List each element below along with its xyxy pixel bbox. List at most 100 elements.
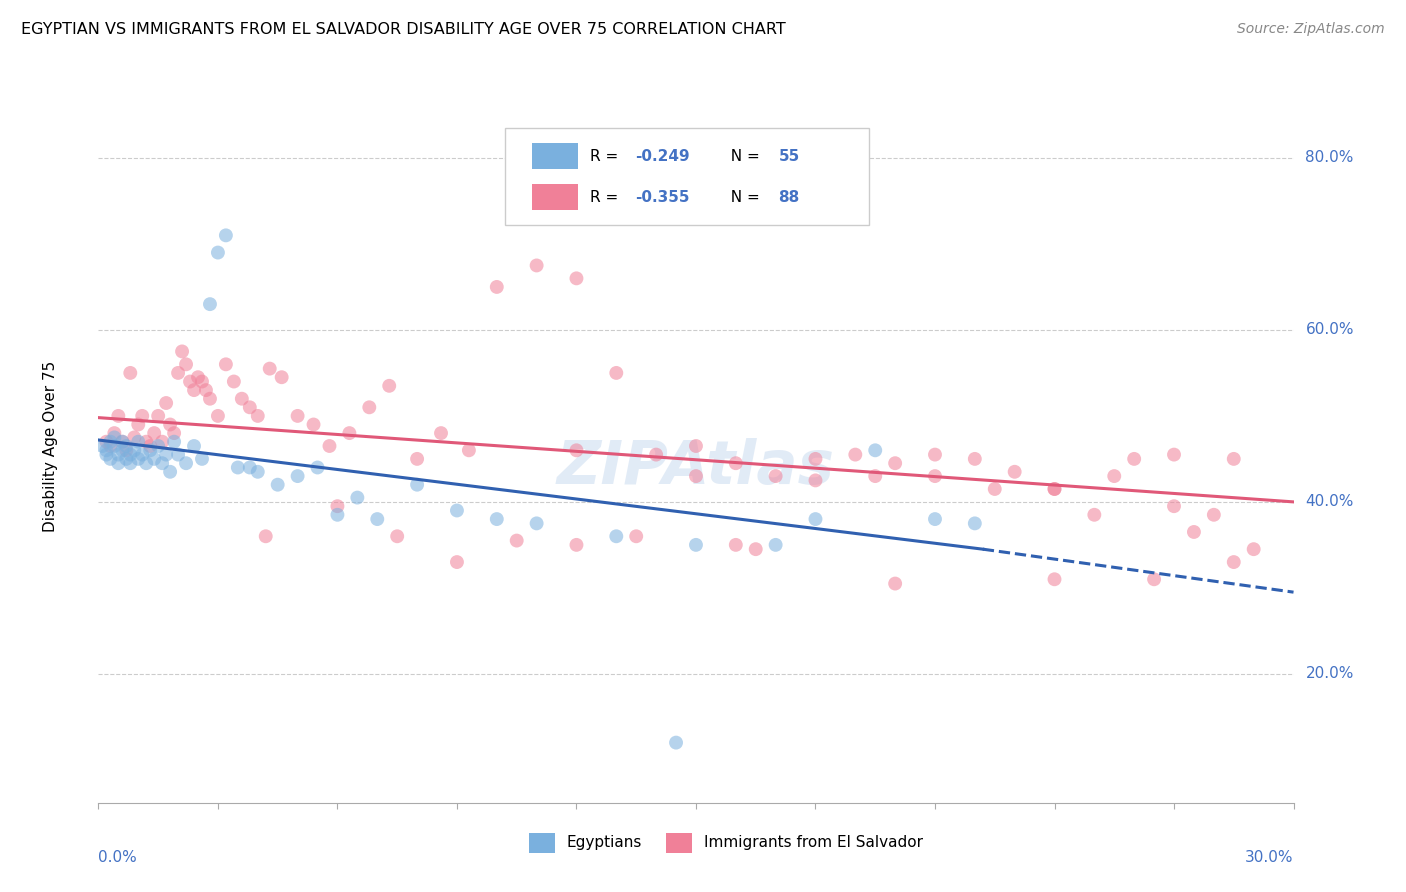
- Point: [924, 512, 946, 526]
- Point: [231, 392, 253, 406]
- Point: [1163, 499, 1185, 513]
- Point: [179, 375, 201, 389]
- Point: [131, 448, 153, 462]
- Point: [172, 344, 194, 359]
- Point: [1123, 451, 1146, 466]
- Point: [150, 434, 173, 449]
- Point: [267, 477, 290, 491]
- Point: [924, 448, 946, 462]
- Point: [96, 448, 118, 462]
- Point: [135, 456, 157, 470]
- Point: [665, 736, 688, 750]
- Point: [259, 361, 281, 376]
- Point: [120, 456, 142, 470]
- Point: [167, 448, 190, 462]
- Point: [222, 375, 245, 389]
- Point: [724, 538, 747, 552]
- Point: [191, 375, 214, 389]
- Point: [98, 451, 122, 466]
- Point: [685, 469, 707, 483]
- Point: [963, 451, 986, 466]
- Point: [339, 426, 361, 441]
- Text: N =: N =: [721, 149, 765, 163]
- Point: [406, 451, 429, 466]
- Text: R =: R =: [589, 190, 623, 204]
- Point: [1202, 508, 1225, 522]
- Point: [346, 491, 368, 505]
- Point: [446, 555, 468, 569]
- Point: [804, 451, 827, 466]
- Text: N =: N =: [721, 190, 765, 204]
- Point: [385, 529, 409, 543]
- Point: [191, 451, 214, 466]
- Text: 55: 55: [779, 149, 800, 163]
- Point: [107, 456, 129, 470]
- Point: [127, 434, 149, 449]
- Point: [143, 426, 166, 441]
- Point: [107, 448, 129, 462]
- Point: [318, 439, 340, 453]
- Point: [1043, 482, 1066, 496]
- Point: [96, 434, 118, 449]
- Text: 30.0%: 30.0%: [1246, 850, 1294, 865]
- Point: [246, 465, 269, 479]
- Point: [163, 426, 186, 441]
- Point: [198, 297, 221, 311]
- Point: [378, 379, 401, 393]
- Point: [148, 439, 170, 453]
- Point: [685, 439, 707, 453]
- Point: [174, 357, 197, 371]
- Point: [565, 271, 588, 285]
- Point: [163, 434, 186, 449]
- Point: [1004, 465, 1026, 479]
- Point: [127, 417, 149, 432]
- Point: [120, 366, 142, 380]
- Point: [865, 469, 887, 483]
- Point: [135, 434, 157, 449]
- Point: [246, 409, 269, 423]
- Point: [127, 451, 149, 466]
- Point: [307, 460, 329, 475]
- Point: [1163, 448, 1185, 462]
- Point: [287, 469, 309, 483]
- Point: [150, 456, 173, 470]
- Point: [159, 417, 181, 432]
- Point: [155, 448, 177, 462]
- Point: [195, 383, 218, 397]
- Point: [103, 426, 125, 441]
- Point: [239, 401, 262, 415]
- Point: [924, 469, 946, 483]
- Point: [326, 499, 349, 513]
- Point: [1104, 469, 1126, 483]
- Point: [458, 443, 481, 458]
- Text: -0.355: -0.355: [636, 190, 689, 204]
- Point: [745, 542, 768, 557]
- Point: [198, 392, 221, 406]
- Point: [96, 443, 118, 458]
- Point: [115, 451, 138, 466]
- Text: R =: R =: [589, 149, 623, 163]
- Point: [1243, 542, 1265, 557]
- Text: -0.249: -0.249: [636, 149, 690, 163]
- Point: [565, 538, 588, 552]
- Point: [765, 469, 787, 483]
- Point: [239, 460, 262, 475]
- Point: [120, 448, 142, 462]
- Point: [526, 516, 548, 531]
- Point: [765, 538, 787, 552]
- Point: [183, 383, 205, 397]
- Point: [446, 503, 468, 517]
- Point: [254, 529, 277, 543]
- Text: Disability Age Over 75: Disability Age Over 75: [44, 360, 58, 532]
- Text: 0.0%: 0.0%: [98, 850, 138, 865]
- Text: 80.0%: 80.0%: [1306, 151, 1354, 166]
- Point: [865, 443, 887, 458]
- Text: ZIPAtlas: ZIPAtlas: [557, 438, 835, 497]
- Point: [366, 512, 388, 526]
- Text: Source: ZipAtlas.com: Source: ZipAtlas.com: [1237, 22, 1385, 37]
- Point: [215, 228, 238, 243]
- Point: [645, 448, 668, 462]
- Point: [844, 448, 866, 462]
- FancyBboxPatch shape: [505, 128, 869, 225]
- Point: [724, 456, 747, 470]
